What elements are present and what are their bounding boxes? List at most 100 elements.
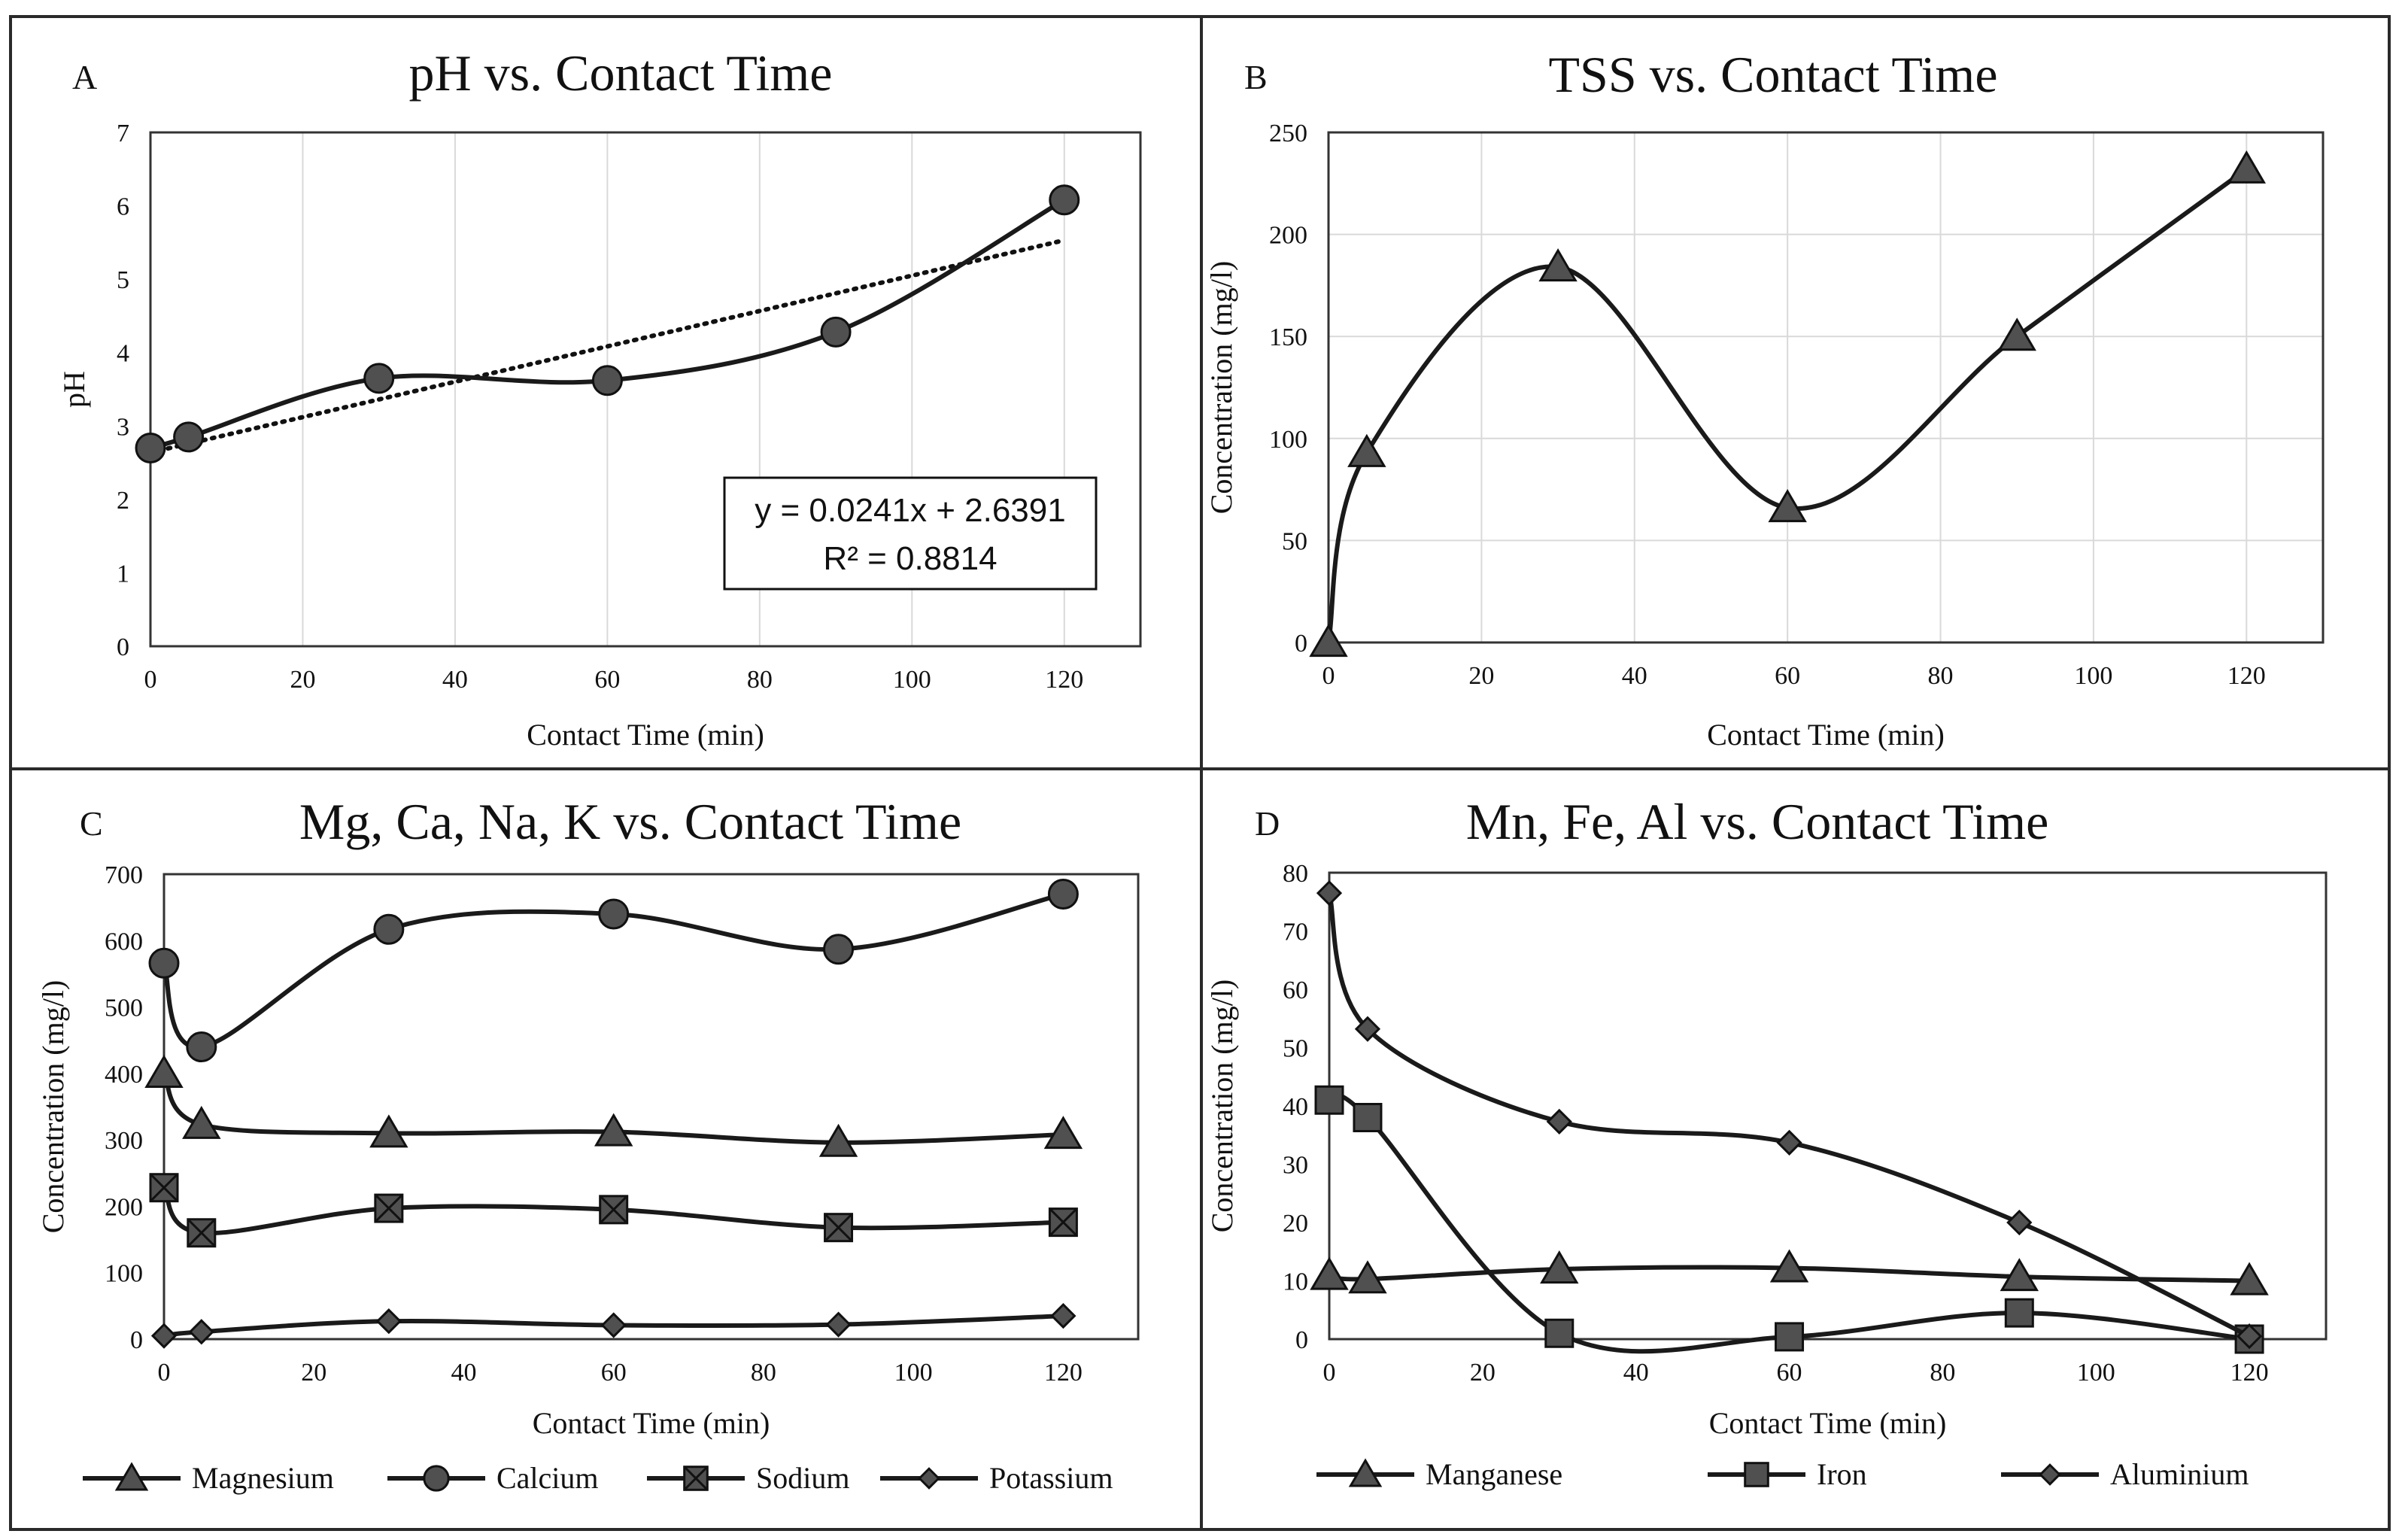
panel-d-series-iron-point-box [1775, 1322, 1805, 1352]
panel-c-series-calcium-point [373, 913, 405, 945]
panel-d-xtick-label: 20 [1470, 1359, 1496, 1387]
panel-a-xlabel: Contact Time (min) [527, 718, 764, 752]
panel-b-xtick-label: 40 [1622, 662, 1647, 690]
panel-d-series-manganese-point [1769, 1249, 1809, 1283]
legend-marker [2039, 1463, 2061, 1486]
legend-marker [683, 1466, 709, 1491]
panel-b-xtick-label: 60 [1775, 662, 1800, 690]
panel-c-series-potassium-point [1050, 1302, 1076, 1329]
panel-a-series-ph-point [1049, 184, 1080, 216]
panel-c-plot-area [162, 873, 1140, 1341]
panel-d-ytick-label: 60 [1283, 977, 1308, 1004]
panel-d-series-iron [1314, 1085, 2264, 1354]
panel-d-series-iron-point-box [1353, 1103, 1383, 1132]
panel-b-ylabel: Concentration (mg/l) [1204, 261, 1238, 515]
panel-b-ytick-label: 150 [1269, 323, 1307, 351]
panel-a-ylabel: pH [57, 371, 91, 408]
panel-a-ytick-label: 1 [117, 560, 129, 588]
panel-c-legend-item-magnesium: Magnesium [83, 1461, 334, 1495]
panel-d-ytick-label: 80 [1283, 860, 1308, 888]
panel-b-series-tss-point [1347, 433, 1386, 467]
panel-c-series-sodium-point [1048, 1207, 1078, 1238]
panel-a-series-ph-point [591, 365, 623, 396]
panel-a-ytick-label: 5 [117, 266, 129, 294]
panel-a-ytick-label: 6 [117, 193, 129, 221]
panel-b-title: TSS vs. Contact Time [1548, 46, 1997, 103]
panel-a-ytick-label: 4 [117, 340, 129, 368]
panel-d-xtick-label: 0 [1323, 1359, 1336, 1387]
panel-d-legend: Manganese Iron Aluminium [1316, 1457, 2249, 1491]
panel-d-series-manganese-point [1348, 1260, 1387, 1294]
legend-label: Manganese [1426, 1457, 1562, 1491]
panel-a-r-squared: R² = 0.8814 [823, 540, 997, 577]
panel-d-ytick-label: 50 [1283, 1035, 1308, 1063]
panel-b-series-tss-point [2227, 150, 2267, 184]
panel-c-series-magnesium [144, 1054, 1083, 1157]
panel-b-xtick-label: 120 [2227, 662, 2266, 690]
panel-c-xlabel: Contact Time (min) [533, 1406, 770, 1440]
panel-d-series-iron-point-box [2004, 1298, 2034, 1328]
panel-d-legend-item-iron: Iron [1708, 1457, 1867, 1491]
panel-d-series-iron-point [1353, 1103, 1383, 1132]
panel-d-xlabel: Contact Time (min) [1709, 1406, 1947, 1440]
panel-c-ylabel: Concentration (mg/l) [36, 980, 70, 1234]
panel-d-title: Mn, Fe, Al vs. Contact Time [1466, 793, 2049, 850]
panel-b-series-tss [1309, 150, 2267, 658]
panel-c-series-potassium-point [825, 1311, 852, 1338]
panel-c-ytick-label: 200 [105, 1193, 143, 1221]
panel-c-letter: C [80, 804, 103, 843]
legend-label: Sodium [756, 1461, 849, 1495]
panel-d-series-iron-point-box [1544, 1318, 1575, 1348]
panel-c-series-sodium-point-cross [824, 1213, 853, 1242]
panel-a-xtick-label: 0 [144, 666, 157, 694]
panel-a-plot-area [149, 131, 1142, 648]
panel-c-legend: Magnesium Calcium Sodium Potassium [83, 1461, 1113, 1495]
panel-c-series-sodium-point-cross [374, 1194, 403, 1223]
panel-b-xtick-label: 20 [1468, 662, 1494, 690]
panel-d-series-aluminium-point [1546, 1108, 1572, 1135]
panel-c-series-calcium [148, 878, 1079, 1063]
panel-c-series-sodium-point [824, 1213, 854, 1243]
panel-a-series-ph-point [820, 316, 852, 348]
panel-b-xtick-label: 0 [1322, 662, 1335, 690]
panel-a-letter: A [72, 58, 97, 96]
panel-d-ytick-label: 20 [1283, 1210, 1308, 1238]
panel-c-series-potassium [150, 1302, 1076, 1349]
panel-a-series-ph-point [173, 421, 205, 453]
panel-d-series-manganese-point [1310, 1256, 1349, 1290]
panel-c-series-sodium-point-cross [149, 1173, 179, 1202]
panel-b-ytick-label: 0 [1295, 630, 1307, 658]
legend-marker [1348, 1458, 1383, 1487]
panel-c-series-sodium-point [599, 1195, 629, 1225]
panel-b-ytick-label: 100 [1269, 426, 1307, 454]
panel-c-series-magnesium-point [144, 1054, 184, 1088]
panel-d-xtick-label: 60 [1777, 1359, 1802, 1387]
panel-d-series-manganese-line [1329, 1265, 2250, 1283]
panel-d-series-aluminium-point [1354, 1016, 1381, 1042]
panel-c-series-magnesium-point [182, 1105, 221, 1139]
panel-d-series-aluminium-point [1776, 1129, 1802, 1156]
panel-a-series-ph-point [363, 363, 395, 394]
panel-c-legend-item-potassium: Potassium [880, 1461, 1113, 1495]
panel-d-series-manganese-point [1540, 1250, 1579, 1284]
panel-c-xtick-label: 100 [894, 1359, 933, 1387]
panel-c-series-calcium-point [823, 934, 855, 965]
panel-a-series-ph-point [135, 433, 166, 464]
panel-c-series-sodium-point [149, 1173, 179, 1203]
panel-c-series-sodium-point-cross [1049, 1207, 1078, 1237]
panel-d-xtick-label: 100 [2077, 1359, 2115, 1387]
panel-a-xtick-label: 100 [893, 666, 931, 694]
panel-c-xtick-label: 120 [1044, 1359, 1083, 1387]
panel-d-ytick-label: 40 [1283, 1093, 1308, 1121]
panel-d-series-manganese-point [2000, 1258, 2039, 1292]
panel-b: B TSS vs. Contact Time 0 20 40 60 80 100 120 0 50 1… [1204, 46, 2325, 752]
panel-c-series-magnesium-point [1043, 1116, 1083, 1150]
panel-b-ytick-label: 50 [1282, 527, 1307, 555]
panel-d-letter: D [1255, 804, 1280, 843]
panel-c-series-calcium-point [186, 1031, 217, 1063]
panel-d-series-manganese [1310, 1249, 2269, 1295]
panel-d-xtick-label: 40 [1623, 1359, 1649, 1387]
panel-d-series-aluminium-point [2006, 1209, 2033, 1236]
legend-marker [114, 1462, 149, 1491]
